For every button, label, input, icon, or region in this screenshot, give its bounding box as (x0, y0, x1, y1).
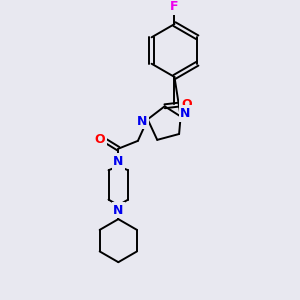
Text: N: N (113, 204, 124, 217)
Text: N: N (180, 107, 191, 120)
Text: O: O (181, 98, 191, 111)
Text: N: N (136, 115, 147, 128)
Text: O: O (94, 134, 105, 146)
Text: F: F (170, 0, 179, 13)
Text: N: N (113, 155, 124, 168)
